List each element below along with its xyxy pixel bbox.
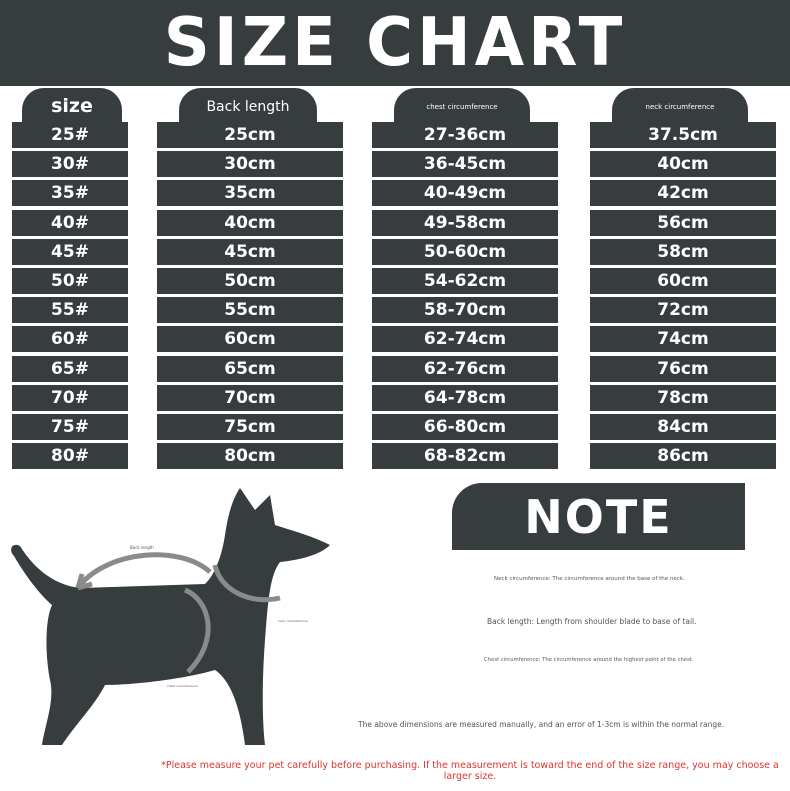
table-cell: 55# [12,297,128,324]
table-cell: 40cm [157,209,343,236]
table-cell: 65# [12,355,128,382]
table-cell: 78cm [590,384,776,411]
note-banner: NOTE [452,483,745,550]
table-cell: 37.5cm [590,122,776,148]
table-cell: 25cm [157,122,343,148]
table-cell: 64-78cm [372,384,558,411]
table-cell: 58cm [590,238,776,265]
column-header-neck: neck circumference [612,88,748,126]
table-cell: 25# [12,122,128,148]
page-title: SIZE CHART [163,4,627,82]
table-cell: 27-36cm [372,122,558,148]
table-cell: 60# [12,326,128,353]
table-cell: 80cm [157,443,343,470]
back-length-arrow [78,552,212,587]
column-header-back-length: Back length [179,88,317,126]
table-cell: 75cm [157,413,343,440]
table-cell: 54-62cm [372,267,558,294]
table-cell: 55cm [157,297,343,324]
warning-text: *Please measure your pet carefully befor… [161,760,779,782]
table-cell: 84cm [590,413,776,440]
table-cell: 68-82cm [372,443,558,470]
table-cell: 45cm [157,238,343,265]
table-cell: 75# [12,413,128,440]
rows: 37.5cm 40cm 42cm 56cm 58cm 60cm 72cm 74cm 76cm 78… [590,122,776,472]
diagram-back-label: Back length [130,545,154,550]
note-back: Back length: Length from shoulder blade … [487,617,697,626]
column-header-chest: chest circumference [394,88,530,126]
table-cell: 35# [12,180,128,207]
table-cell: 60cm [590,267,776,294]
table-cell: 58-70cm [372,297,558,324]
table-cell: 50cm [157,267,343,294]
table-cell: 86cm [590,443,776,470]
chest-arrow [183,587,211,674]
note-neck: Neck circumference: The circumference ar… [494,576,685,582]
diagram-neck-label: neck circumference [278,619,308,623]
table-cell: 56cm [590,209,776,236]
column-header-size: size [22,88,122,124]
rows: 25cm 30cm 35cm 40cm 45cm 50cm 55cm 60cm 65cm 70cm… [157,122,343,472]
table-cell: 70cm [157,384,343,411]
table-cell: 45# [12,238,128,265]
table-cell: 62-76cm [372,355,558,382]
table-cell: 70# [12,384,128,411]
table-cell: 62-74cm [372,326,558,353]
title-banner: SIZE CHART [0,0,790,86]
dog-silhouette [11,488,330,745]
table-cell: 74cm [590,326,776,353]
table-cell: 72cm [590,297,776,324]
table-cell: 40cm [590,151,776,178]
table-cell: 42cm [590,180,776,207]
table-cell: 35cm [157,180,343,207]
table-cell: 65cm [157,355,343,382]
table-cell: 50-60cm [372,238,558,265]
table-cell: 40-49cm [372,180,558,207]
table-cell: 80# [12,443,128,470]
note-error: The above dimensions are measured manual… [358,720,725,729]
rows: 25# 30# 35# 40# 45# 50# 55# 60# 65# 70# 75# 80# [12,122,128,472]
table-cell: 49-58cm [372,209,558,236]
table-cell: 40# [12,209,128,236]
table-cell: 30# [12,151,128,178]
table-cell: 30cm [157,151,343,178]
rows: 27-36cm 36-45cm 40-49cm 49-58cm 50-60cm 54-62… [372,122,558,472]
note-chest: Chest circumference: The circumference a… [484,657,694,663]
diagram-chest-label: chest circumference [167,684,198,688]
table-cell: 66-80cm [372,413,558,440]
arrow-head [75,573,93,591]
table-cell: 50# [12,267,128,294]
dog-diagram [11,488,330,745]
table-cell: 36-45cm [372,151,558,178]
neck-arrow [212,564,281,603]
table-cell: 76cm [590,355,776,382]
table-cell: 60cm [157,326,343,353]
